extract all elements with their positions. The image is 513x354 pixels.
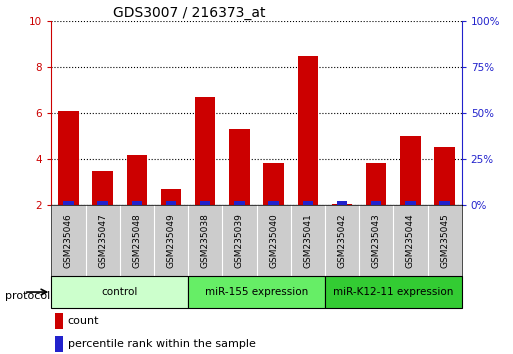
Bar — [51, 276, 188, 308]
Bar — [97, 201, 108, 205]
Bar — [371, 201, 381, 205]
Bar — [366, 163, 386, 205]
Bar — [55, 336, 63, 352]
Text: GSM235042: GSM235042 — [338, 213, 346, 268]
Bar — [63, 201, 73, 205]
Bar — [161, 189, 181, 205]
Text: miR-155 expression: miR-155 expression — [205, 287, 308, 297]
Bar — [332, 204, 352, 205]
Text: protocol: protocol — [5, 291, 50, 301]
Text: GSM235048: GSM235048 — [132, 213, 141, 268]
Text: GSM235039: GSM235039 — [235, 213, 244, 268]
Text: count: count — [68, 316, 99, 326]
Bar — [200, 201, 210, 205]
Bar — [435, 147, 455, 205]
Text: control: control — [102, 287, 138, 297]
Text: GSM235040: GSM235040 — [269, 213, 278, 268]
Text: GSM235045: GSM235045 — [440, 213, 449, 268]
Bar — [268, 201, 279, 205]
Bar — [55, 313, 63, 329]
Bar — [303, 201, 313, 205]
Text: GSM235044: GSM235044 — [406, 213, 415, 268]
Bar — [234, 201, 245, 205]
Text: percentile rank within the sample: percentile rank within the sample — [68, 339, 255, 349]
Text: GSM235043: GSM235043 — [372, 213, 381, 268]
Bar — [325, 276, 462, 308]
Bar — [58, 111, 78, 205]
Bar — [92, 171, 113, 205]
Text: GSM235049: GSM235049 — [167, 213, 175, 268]
Bar — [405, 201, 416, 205]
Bar — [127, 155, 147, 205]
Text: miR-K12-11 expression: miR-K12-11 expression — [333, 287, 453, 297]
Bar — [298, 56, 318, 205]
Text: GSM235038: GSM235038 — [201, 213, 210, 268]
Bar — [132, 201, 142, 205]
Bar — [229, 130, 250, 205]
Bar — [195, 97, 215, 205]
Bar — [263, 163, 284, 205]
Bar — [400, 136, 421, 205]
Text: GSM235047: GSM235047 — [98, 213, 107, 268]
Bar — [188, 276, 325, 308]
Bar — [337, 201, 347, 205]
Text: GDS3007 / 216373_at: GDS3007 / 216373_at — [113, 6, 265, 20]
Bar — [440, 201, 450, 205]
Text: GSM235046: GSM235046 — [64, 213, 73, 268]
Bar — [166, 201, 176, 205]
Text: GSM235041: GSM235041 — [303, 213, 312, 268]
